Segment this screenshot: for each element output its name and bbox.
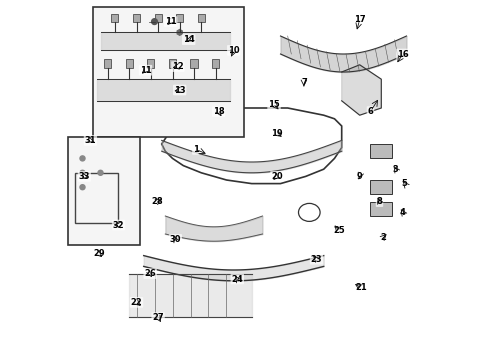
Text: 26: 26	[144, 269, 156, 278]
Bar	[75, 173, 118, 223]
Bar	[68, 137, 140, 245]
Text: 2: 2	[379, 233, 385, 242]
Bar	[190, 59, 197, 68]
Bar	[125, 59, 133, 68]
Text: 24: 24	[231, 275, 243, 284]
Text: 29: 29	[93, 249, 104, 258]
Bar	[154, 14, 162, 22]
Circle shape	[151, 19, 157, 24]
Text: 18: 18	[212, 107, 224, 116]
Text: 10: 10	[227, 46, 239, 55]
Text: 4: 4	[399, 208, 405, 217]
Bar	[104, 59, 111, 68]
Text: 6: 6	[367, 107, 373, 116]
Text: 28: 28	[151, 197, 163, 206]
Bar	[176, 14, 183, 22]
Bar	[370, 144, 391, 158]
Text: 33: 33	[79, 172, 90, 181]
Text: 9: 9	[356, 172, 362, 181]
Text: 20: 20	[270, 172, 282, 181]
Bar	[147, 59, 154, 68]
Text: 21: 21	[355, 284, 366, 293]
Text: 8: 8	[376, 197, 382, 206]
Text: 23: 23	[310, 255, 322, 264]
Text: 22: 22	[130, 298, 142, 307]
Circle shape	[98, 170, 103, 175]
Text: 15: 15	[267, 100, 279, 109]
Text: 31: 31	[84, 136, 96, 145]
Bar	[168, 59, 176, 68]
Text: 19: 19	[270, 129, 282, 138]
Text: 14: 14	[183, 35, 194, 44]
Text: 5: 5	[401, 179, 407, 188]
Bar	[212, 59, 219, 68]
Text: 12: 12	[172, 62, 183, 71]
Circle shape	[80, 170, 85, 175]
Text: 27: 27	[152, 313, 163, 322]
Bar	[93, 7, 244, 137]
Bar	[370, 180, 391, 194]
Bar	[133, 14, 140, 22]
Text: 7: 7	[301, 78, 306, 87]
Text: 30: 30	[169, 235, 181, 244]
Text: 32: 32	[112, 220, 124, 230]
Bar	[197, 14, 204, 22]
Bar	[370, 202, 391, 216]
Bar	[111, 14, 118, 22]
Text: 25: 25	[332, 226, 344, 235]
Text: 13: 13	[174, 86, 185, 95]
Text: 11: 11	[140, 66, 151, 75]
Text: 17: 17	[353, 15, 365, 24]
Text: 16: 16	[396, 50, 408, 59]
Text: 11: 11	[164, 17, 176, 26]
Text: 3: 3	[392, 165, 398, 174]
Circle shape	[80, 185, 85, 190]
Polygon shape	[341, 65, 381, 115]
Text: 1: 1	[193, 145, 199, 154]
Circle shape	[80, 156, 85, 161]
